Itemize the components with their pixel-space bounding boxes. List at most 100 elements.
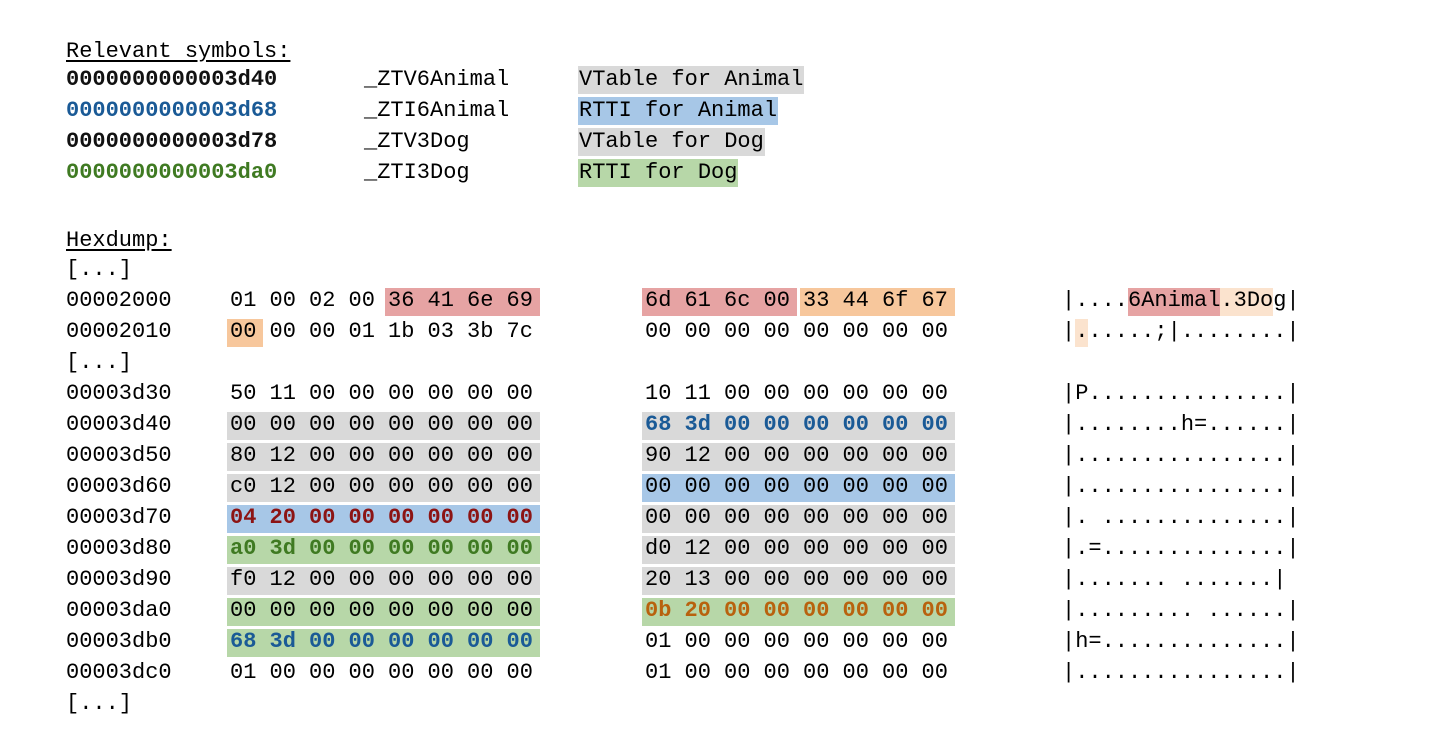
hex-byte: 00 bbox=[506, 443, 533, 468]
hex-byte: 00 bbox=[506, 660, 533, 685]
hex-byte: 44 bbox=[842, 288, 869, 313]
hex-byte: 41 bbox=[427, 288, 454, 313]
hex-byte: 00 bbox=[230, 412, 257, 437]
hex-ascii: |................| bbox=[1062, 660, 1300, 685]
byte-highlight bbox=[642, 567, 955, 595]
hex-byte: 00 bbox=[882, 629, 909, 654]
hex-byte: 68 bbox=[230, 629, 257, 654]
hex-byte: 00 bbox=[645, 505, 672, 530]
hex-ascii: |. ..............| bbox=[1062, 505, 1300, 530]
hex-byte: 00 bbox=[467, 629, 494, 654]
hex-byte: 00 bbox=[348, 474, 375, 499]
hex-byte: 00 bbox=[921, 443, 948, 468]
hex-byte: 00 bbox=[467, 598, 494, 623]
hex-byte: 6f bbox=[882, 288, 909, 313]
hex-byte: 00 bbox=[427, 505, 454, 530]
hex-byte: 01 bbox=[230, 660, 257, 685]
hex-byte: 00 bbox=[803, 660, 830, 685]
hex-byte: 00 bbox=[684, 319, 711, 344]
hex-byte: 00 bbox=[842, 536, 869, 561]
hex-ascii: |P...............| bbox=[1062, 381, 1300, 406]
hex-byte: 11 bbox=[684, 381, 711, 406]
symbol-description: RTTI for Dog bbox=[578, 159, 739, 187]
hex-byte: 00 bbox=[467, 660, 494, 685]
hex-byte: 00 bbox=[882, 505, 909, 530]
byte-highlight bbox=[800, 288, 955, 316]
hex-byte: 04 bbox=[230, 505, 257, 530]
hex-byte: 00 bbox=[842, 629, 869, 654]
byte-highlight bbox=[227, 319, 263, 347]
hex-byte: 00 bbox=[882, 567, 909, 592]
hex-byte: f0 bbox=[230, 567, 257, 592]
hex-byte: 00 bbox=[763, 288, 790, 313]
hex-byte: 01 bbox=[645, 660, 672, 685]
ellipsis: [...] bbox=[66, 691, 133, 716]
hex-byte: 00 bbox=[803, 474, 830, 499]
hex-offset: 00003da0 bbox=[66, 598, 172, 623]
hex-byte: 00 bbox=[467, 536, 494, 561]
hex-byte: 00 bbox=[724, 319, 751, 344]
hex-byte: 6c bbox=[724, 288, 751, 313]
hex-byte: 00 bbox=[882, 412, 909, 437]
hex-byte: 00 bbox=[506, 505, 533, 530]
hex-byte: 00 bbox=[388, 474, 415, 499]
hex-offset: 00003d40 bbox=[66, 412, 172, 437]
hex-byte: 00 bbox=[763, 474, 790, 499]
byte-highlight bbox=[642, 536, 955, 564]
hex-byte: 00 bbox=[309, 381, 336, 406]
hex-byte: 00 bbox=[348, 536, 375, 561]
hex-byte: 10 bbox=[645, 381, 672, 406]
hex-offset: 00003db0 bbox=[66, 629, 172, 654]
hex-byte: 00 bbox=[467, 381, 494, 406]
symbol-address: 0000000000003d40 bbox=[66, 67, 278, 92]
hex-ascii: |......... ......| bbox=[1062, 598, 1300, 623]
byte-highlight bbox=[642, 598, 955, 626]
hex-byte: 00 bbox=[348, 443, 375, 468]
hex-byte: 00 bbox=[467, 412, 494, 437]
hex-byte: 00 bbox=[724, 474, 751, 499]
hex-byte: 00 bbox=[388, 381, 415, 406]
hex-offset: 00003d90 bbox=[66, 567, 172, 592]
hex-byte: 00 bbox=[388, 629, 415, 654]
hex-byte: 00 bbox=[427, 474, 454, 499]
hex-ascii: |................| bbox=[1062, 474, 1300, 499]
symbol-name: _ZTV6Animal bbox=[364, 67, 510, 92]
hex-byte: 20 bbox=[269, 505, 296, 530]
hex-byte: 00 bbox=[882, 474, 909, 499]
symbol-name: _ZTI3Dog bbox=[364, 160, 470, 185]
hex-byte: 00 bbox=[921, 319, 948, 344]
hex-byte: 00 bbox=[348, 567, 375, 592]
hex-byte: 00 bbox=[348, 412, 375, 437]
hex-byte: 00 bbox=[427, 660, 454, 685]
hex-byte: 00 bbox=[803, 443, 830, 468]
hex-offset: 00003d60 bbox=[66, 474, 172, 499]
hex-byte: 00 bbox=[842, 412, 869, 437]
hex-byte: 00 bbox=[842, 660, 869, 685]
byte-highlight bbox=[642, 474, 955, 502]
hex-byte: d0 bbox=[645, 536, 672, 561]
hex-ascii: |........h=......| bbox=[1062, 412, 1300, 437]
hex-byte: 68 bbox=[645, 412, 672, 437]
byte-highlight bbox=[642, 288, 797, 316]
hex-byte: 00 bbox=[763, 505, 790, 530]
hex-byte: 00 bbox=[230, 319, 257, 344]
hex-byte: 00 bbox=[427, 567, 454, 592]
byte-highlight bbox=[385, 288, 540, 316]
hex-byte: 12 bbox=[269, 443, 296, 468]
hex-byte: 00 bbox=[803, 598, 830, 623]
hex-byte: 00 bbox=[921, 629, 948, 654]
hex-byte: 00 bbox=[506, 381, 533, 406]
hex-byte: 00 bbox=[921, 536, 948, 561]
hex-byte: 00 bbox=[427, 598, 454, 623]
hex-byte: 00 bbox=[388, 505, 415, 530]
hex-byte: 00 bbox=[803, 629, 830, 654]
hex-ascii: |....6Animal.3Dog| bbox=[1062, 288, 1300, 313]
symbol-address: 0000000000003d78 bbox=[66, 129, 278, 154]
hex-byte: 00 bbox=[309, 567, 336, 592]
hex-byte: 00 bbox=[724, 660, 751, 685]
hex-byte: 00 bbox=[348, 505, 375, 530]
hex-byte: 20 bbox=[684, 598, 711, 623]
hex-byte: 00 bbox=[348, 660, 375, 685]
hex-byte: 01 bbox=[348, 319, 375, 344]
hex-byte: 00 bbox=[803, 505, 830, 530]
